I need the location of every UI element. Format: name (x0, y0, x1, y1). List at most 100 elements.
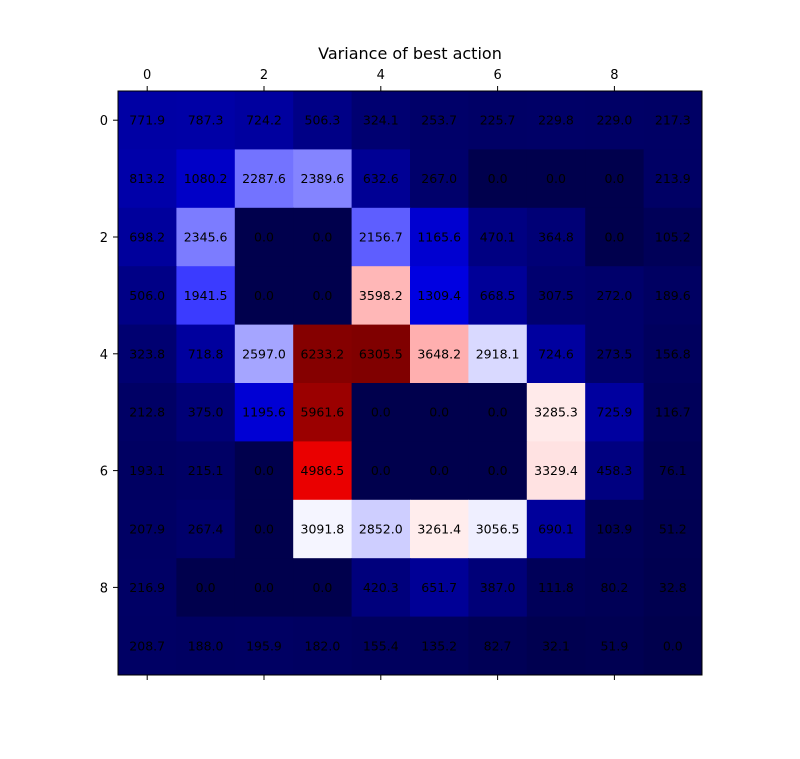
heatmap-cell (351, 616, 411, 676)
cell-value-label: 80.2 (600, 580, 628, 595)
cell-value-label: 212.8 (129, 405, 165, 420)
heatmap-cell (293, 207, 353, 267)
cell-value-label: 470.1 (480, 230, 516, 245)
cell-value-label: 2345.6 (184, 230, 228, 245)
heatmap-cell (176, 91, 236, 150)
cell-value-label: 458.3 (597, 463, 633, 478)
cell-value-label: 253.7 (421, 113, 457, 128)
cell-value-label: 364.8 (538, 230, 574, 245)
cell-value-label: 668.5 (480, 288, 516, 303)
heatmap-cell (351, 91, 411, 150)
cell-value-label: 267.0 (421, 171, 457, 186)
heatmap-cell (526, 383, 586, 442)
cell-value-label: 2918.1 (476, 346, 520, 361)
cell-value-label: 116.7 (655, 405, 691, 420)
cell-value-label: 273.5 (597, 346, 633, 361)
heatmap-cell (293, 441, 353, 501)
cell-value-label: 156.8 (655, 346, 691, 361)
heatmap-cell (410, 499, 469, 559)
cell-value-label: 0.0 (429, 463, 449, 478)
heatmap-cell (643, 324, 703, 384)
cell-value-label: 698.2 (129, 230, 165, 245)
heatmap-cell (234, 383, 294, 442)
cell-value-label: 32.1 (542, 638, 570, 653)
heatmap-cell (526, 441, 586, 501)
heatmap-cell (176, 207, 236, 267)
cell-value-label: 3648.2 (417, 346, 461, 361)
cell-value-label: 0.0 (196, 580, 216, 595)
heatmap-cell (643, 499, 703, 559)
x-tick-label: 2 (260, 68, 268, 83)
heatmap-cell (118, 558, 177, 618)
heatmap-cell (468, 91, 528, 150)
heatmap-cell (234, 266, 294, 326)
heatmap-cell (468, 266, 528, 326)
cell-value-label: 4986.5 (301, 463, 345, 478)
heatmap-cell (118, 441, 177, 501)
cell-value-label: 2597.0 (242, 346, 286, 361)
heatmap-cell (293, 266, 353, 326)
cell-value-label: 135.2 (421, 638, 457, 653)
heatmap-cell (176, 441, 236, 501)
heatmap-cell (410, 324, 469, 384)
heatmap-cell (176, 616, 236, 676)
heatmap-cell (118, 383, 177, 442)
heatmap-cell (468, 149, 528, 209)
y-tick-label: 6 (100, 465, 108, 480)
cell-value-label: 2852.0 (359, 522, 403, 537)
heatmap-cell (468, 441, 528, 501)
heatmap-cell (118, 266, 177, 326)
cell-value-label: 195.9 (246, 638, 282, 653)
heatmap-cell (468, 383, 528, 442)
heatmap-cell (118, 149, 177, 209)
cell-value-label: 0.0 (254, 463, 274, 478)
cell-value-label: 2156.7 (359, 230, 403, 245)
cell-value-label: 6305.5 (359, 346, 403, 361)
cell-value-label: 724.2 (246, 113, 282, 128)
heatmap-cell (234, 149, 294, 209)
cell-value-label: 0.0 (604, 230, 624, 245)
cell-value-label: 208.7 (129, 638, 165, 653)
heatmap-cell (234, 207, 294, 267)
cell-value-label: 207.9 (129, 522, 165, 537)
heatmap-cell (410, 558, 469, 618)
cell-value-label: 307.5 (538, 288, 574, 303)
heatmap-cell (351, 383, 411, 442)
cell-value-label: 0.0 (254, 580, 274, 595)
cell-value-label: 0.0 (488, 171, 508, 186)
heatmap-cell (176, 149, 236, 209)
heatmap-cell (585, 616, 645, 676)
x-tick-label: 0 (143, 68, 151, 83)
heatmap-cell (410, 266, 469, 326)
heatmap-cell (643, 149, 703, 209)
cell-value-label: 188.0 (188, 638, 224, 653)
heatmap-cell (585, 91, 645, 150)
cell-value-label: 272.0 (597, 288, 633, 303)
heatmap-cell (410, 149, 469, 209)
cell-value-label: 1941.5 (184, 288, 228, 303)
heatmap-cell (293, 616, 353, 676)
cell-value-label: 0.0 (371, 463, 391, 478)
x-tick-label: 4 (377, 68, 385, 83)
heatmap-cell (526, 91, 586, 150)
cell-value-label: 225.7 (480, 113, 516, 128)
cell-value-label: 506.0 (129, 288, 165, 303)
heatmap-cell (585, 324, 645, 384)
cell-value-label: 51.9 (600, 638, 628, 653)
heatmap-cells (118, 91, 703, 676)
cell-value-label: 182.0 (305, 638, 341, 653)
heatmap-cell (293, 383, 353, 442)
heatmap-cell (176, 266, 236, 326)
cell-value-label: 2389.6 (301, 171, 345, 186)
cell-value-label: 0.0 (371, 405, 391, 420)
heatmap-cell (234, 499, 294, 559)
heatmap-cell (293, 149, 353, 209)
heatmap-cell (293, 91, 353, 150)
heatmap-cell (351, 324, 411, 384)
cell-value-label: 215.1 (188, 463, 224, 478)
heatmap-cell (585, 149, 645, 209)
heatmap-cell (643, 616, 703, 676)
heatmap-cell (351, 266, 411, 326)
cell-value-label: 103.9 (597, 522, 633, 537)
heatmap-cell (293, 324, 353, 384)
